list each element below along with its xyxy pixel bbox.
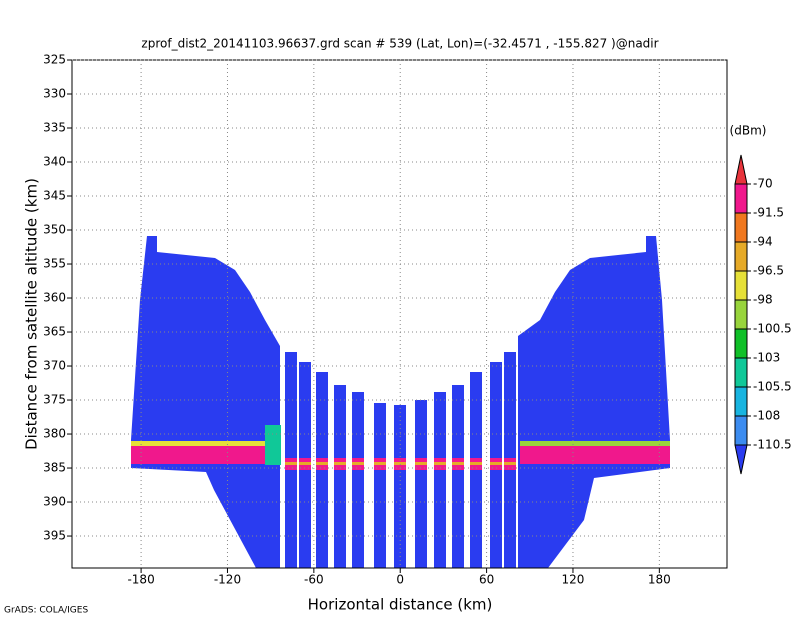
colorbar-box — [734, 183, 748, 214]
colorbar-box — [734, 328, 748, 359]
colorbar-box — [734, 270, 748, 301]
swath-right — [518, 236, 670, 568]
stripe-band-top — [434, 462, 446, 465]
x-axis-label: Horizontal distance (km) — [308, 596, 493, 614]
scan-stripe — [334, 385, 346, 568]
x-tick-label: 60 — [479, 573, 494, 587]
y-tick-label: 350 — [43, 223, 66, 237]
scan-stripe — [415, 400, 427, 568]
colorbar-box — [734, 241, 748, 272]
y-tick-label: 330 — [43, 87, 66, 101]
x-tick-label: 180 — [648, 573, 671, 587]
colorbar-label: -94 — [753, 235, 773, 249]
x-tick-label: 0 — [396, 573, 404, 587]
colorbar-box — [734, 299, 748, 330]
scan-stripe — [352, 392, 364, 568]
colorbar-label: -103 — [753, 351, 780, 365]
y-tick-label: 385 — [43, 461, 66, 475]
y-tick-label: 380 — [43, 427, 66, 441]
y-tick-label: 345 — [43, 189, 66, 203]
y-tick-label: 360 — [43, 291, 66, 305]
stripe-band-top — [334, 462, 346, 465]
stripe-band-top — [285, 462, 297, 465]
colorbar-label: (dBm) — [730, 124, 767, 138]
patch — [265, 425, 281, 465]
stripe-band-top — [374, 462, 386, 465]
y-tick-label: 390 — [43, 495, 66, 509]
colorbar-cap — [734, 444, 748, 475]
y-tick-label: 325 — [43, 53, 66, 67]
swath — [131, 236, 670, 568]
stripe-band-top — [415, 462, 427, 465]
y-tick-label: 365 — [43, 325, 66, 339]
colorbar-box — [734, 357, 748, 388]
footer: GrADS: COLA/IGES — [4, 606, 88, 616]
colorbar-box — [734, 415, 748, 446]
band-top-left — [131, 441, 281, 446]
stripe-band-top — [352, 462, 364, 465]
x-tick-label: -120 — [214, 573, 241, 587]
colorbar-label: -108 — [753, 409, 780, 423]
plot-frame — [71, 59, 728, 569]
stripe-band-top — [470, 462, 482, 465]
swath-left — [131, 236, 280, 568]
band-left — [131, 446, 281, 464]
band-top-right — [520, 441, 670, 446]
x-tick-label: 120 — [562, 573, 585, 587]
y-tick-label: 355 — [43, 257, 66, 271]
stripe-band-top — [316, 462, 328, 465]
y-tick-label: 335 — [43, 121, 66, 135]
stripe-band-top — [490, 462, 502, 465]
scan-stripe — [394, 405, 406, 568]
colorbar-label: -70 — [753, 177, 773, 191]
band-right — [520, 446, 670, 464]
x-tick-label: -180 — [127, 573, 154, 587]
colorbar-label: -105.5 — [753, 380, 792, 394]
y-tick-label: 370 — [43, 359, 66, 373]
y-tick-label: 395 — [43, 529, 66, 543]
y-tick-label: 375 — [43, 393, 66, 407]
colorbar-cap — [734, 154, 748, 185]
y-axis-label: Distance from satellite altitude (km) — [23, 178, 41, 450]
stripe-band-top — [394, 462, 406, 465]
scan-stripe — [452, 385, 464, 568]
scan-stripe — [434, 392, 446, 568]
chart-title: zprof_dist2_20141103.96637.grd scan # 53… — [141, 37, 658, 51]
colorbar-label: -96.5 — [753, 264, 784, 278]
stripe-band-top — [299, 462, 311, 465]
colorbar-box — [734, 386, 748, 417]
colorbar-label: -110.5 — [753, 438, 792, 452]
colorbar-label: -91.5 — [753, 206, 784, 220]
colorbar-label: -100.5 — [753, 322, 792, 336]
stripe-band-top — [504, 462, 516, 465]
colorbar-box — [734, 212, 748, 243]
x-tick-label: -60 — [304, 573, 324, 587]
scan-stripe — [374, 403, 386, 568]
stripe-band-top — [452, 462, 464, 465]
y-tick-label: 340 — [43, 155, 66, 169]
colorbar-label: -98 — [753, 293, 773, 307]
